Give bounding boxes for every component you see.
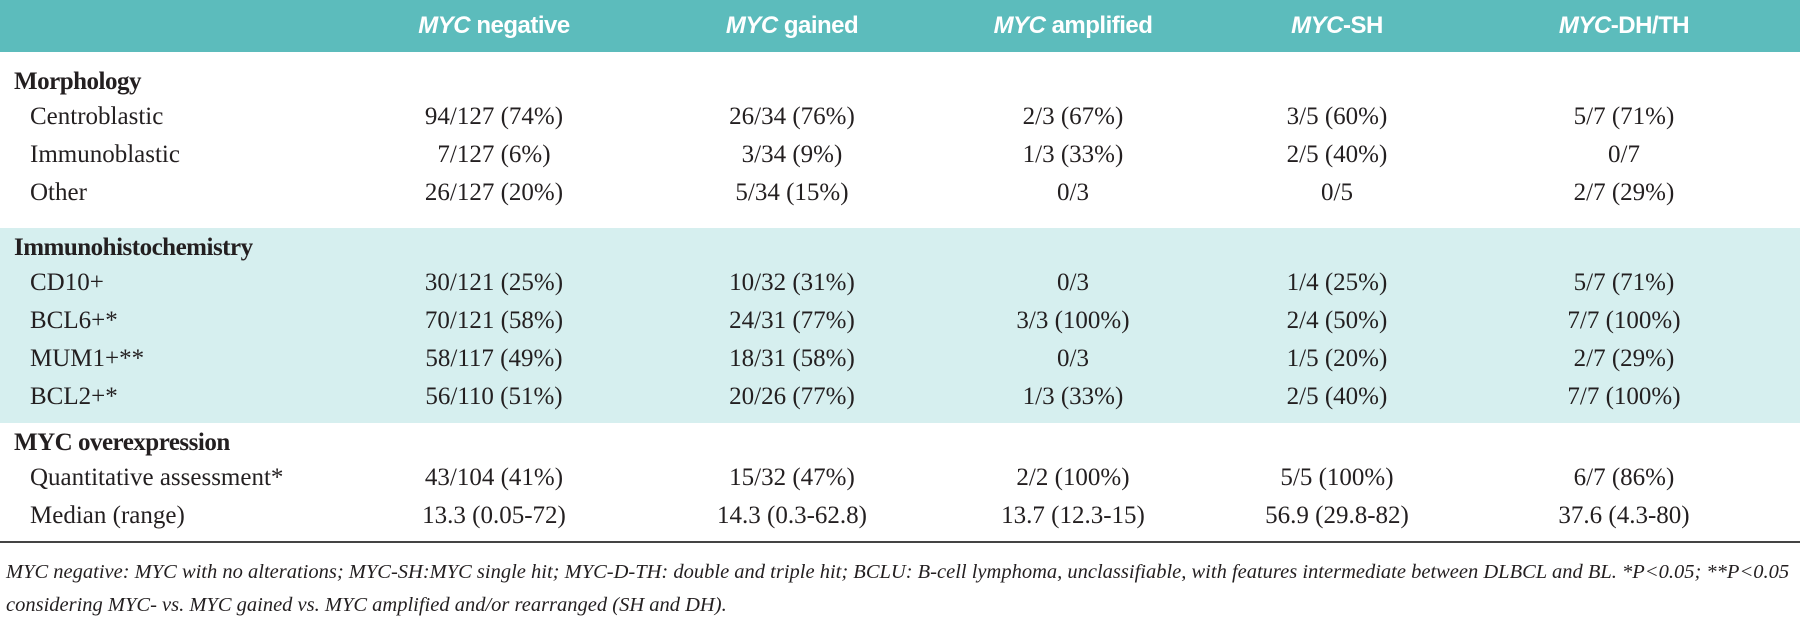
cell: 13.3 (0.05-72) (422, 502, 566, 529)
cell: 3/5 (60%) (1286, 103, 1388, 130)
cell: 7/7 (100%) (1567, 307, 1681, 334)
header-text: negative (470, 12, 570, 39)
cell: 58/117 (49%) (425, 345, 563, 372)
cell: 13.7 (12.3-15) (1001, 502, 1145, 529)
cell: 0/3 (1057, 269, 1089, 296)
row-label: MUM1+** (30, 345, 145, 372)
header-text: -SH (1343, 12, 1383, 39)
cell: 0/5 (1321, 179, 1353, 206)
cell: 5/7 (71%) (1573, 103, 1675, 130)
cell: 10/32 (31%) (729, 269, 855, 296)
row-label: BCL2+* (30, 383, 118, 410)
cell: 2/7 (29%) (1573, 179, 1675, 206)
cell: 2/4 (50%) (1286, 307, 1388, 334)
cell: 3/34 (9%) (741, 141, 843, 168)
header-text: MYC (418, 12, 471, 39)
cell: 70/121 (58%) (424, 307, 564, 334)
column-header: MYC-SH (1291, 12, 1383, 40)
cell: 18/31 (58%) (729, 345, 855, 372)
cell: 3/3 (100%) (1016, 307, 1130, 334)
cell: 1/4 (25%) (1286, 269, 1388, 296)
cell: 7/7 (100%) (1567, 383, 1681, 410)
cell: 24/31 (77%) (729, 307, 855, 334)
header-text: MYC (1558, 12, 1611, 39)
bottom-rule (0, 541, 1800, 543)
row-label: Immunoblastic (30, 141, 180, 168)
header-text: MYC (993, 12, 1046, 39)
cell: 6/7 (86%) (1573, 464, 1675, 491)
cell: 0/3 (1057, 179, 1089, 206)
cell: 43/104 (41%) (424, 464, 564, 491)
cell: 7/127 (6%) (437, 141, 551, 168)
cell: 0/3 (1057, 345, 1089, 372)
cell: 26/34 (76%) (729, 103, 855, 130)
row-label: CD10+ (30, 269, 104, 296)
row-label: Centroblastic (30, 103, 164, 130)
cell: 5/7 (71%) (1573, 269, 1675, 296)
cell: 5/5 (100%) (1280, 464, 1394, 491)
cell: 1/5 (20%) (1286, 345, 1388, 372)
column-header: MYC amplified (994, 12, 1153, 40)
header-text: amplified (1045, 12, 1153, 39)
header-text: MYC (725, 12, 778, 39)
header-row (0, 0, 1800, 52)
cell: 14.3 (0.3-62.8) (717, 502, 867, 529)
cell: 37.6 (4.3-80) (1558, 502, 1690, 529)
cell: 1/3 (33%) (1022, 141, 1124, 168)
header-text: gained (777, 12, 859, 39)
cell: 2/2 (100%) (1016, 464, 1130, 491)
row-label: Quantitative assessment* (30, 464, 284, 491)
cell: 26/127 (20%) (424, 179, 564, 206)
cell: 0/7 (1608, 141, 1640, 168)
cell: 2/3 (67%) (1022, 103, 1124, 130)
cell: 1/3 (33%) (1022, 383, 1124, 410)
column-header: MYC-DH/TH (1558, 12, 1690, 40)
cell: 2/5 (40%) (1286, 141, 1388, 168)
header-text: MYC (1291, 12, 1343, 39)
cell: 56.9 (29.8-82) (1265, 502, 1409, 529)
section-shade (0, 228, 1800, 423)
column-header: MYC gained (725, 12, 859, 40)
cell: 56/110 (51%) (425, 383, 563, 410)
cell: 5/34 (15%) (735, 179, 849, 206)
section-title: MYC overexpression (14, 429, 230, 456)
cell: 20/26 (77%) (729, 383, 855, 410)
cell: 2/5 (40%) (1286, 383, 1388, 410)
row-label: BCL6+* (30, 307, 118, 334)
cell: 2/7 (29%) (1573, 345, 1675, 372)
section-title: Morphology (14, 68, 141, 95)
header-text: -DH/TH (1610, 12, 1690, 39)
footnote: MYC negative: MYC with no alterations; M… (6, 561, 1790, 616)
section-title: Immunohistochemistry (14, 234, 253, 261)
column-header: MYC negative (418, 12, 570, 40)
row-label: Median (range) (30, 502, 185, 529)
cell: 15/32 (47%) (729, 464, 855, 491)
cell: 30/121 (25%) (424, 269, 564, 296)
cell: 94/127 (74%) (424, 103, 564, 130)
row-label: Other (30, 179, 87, 206)
